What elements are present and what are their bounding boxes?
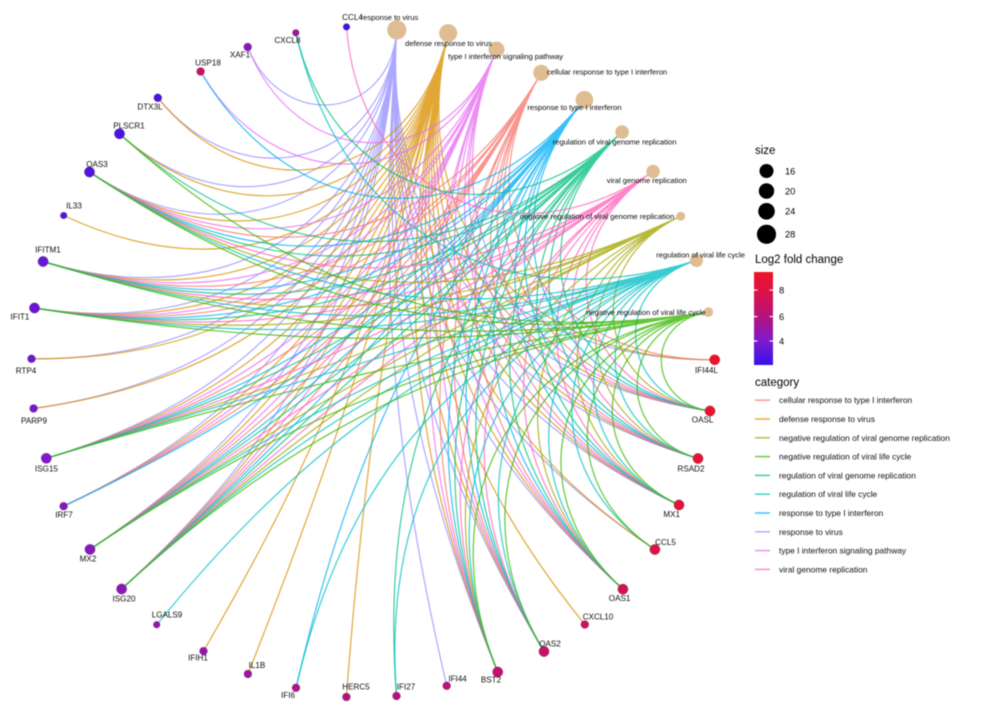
svg-text:type I interferon signaling pa: type I interferon signaling pathway bbox=[779, 546, 907, 556]
svg-text:negative regulation of viral l: negative regulation of viral life cycle bbox=[586, 308, 705, 317]
svg-text:viral genome replication: viral genome replication bbox=[607, 176, 687, 185]
svg-text:negative regulation of viral l: negative regulation of viral life cycle bbox=[779, 452, 912, 462]
svg-text:response to virus: response to virus bbox=[361, 13, 419, 22]
svg-text:regulation of viral genome rep: regulation of viral genome replication bbox=[779, 470, 916, 480]
svg-text:IL33: IL33 bbox=[66, 202, 82, 211]
svg-text:HERC5: HERC5 bbox=[342, 683, 370, 692]
svg-text:MX1: MX1 bbox=[663, 510, 680, 519]
svg-text:BST2: BST2 bbox=[481, 676, 502, 685]
svg-text:CCL5: CCL5 bbox=[655, 538, 676, 547]
svg-text:IFI44L: IFI44L bbox=[695, 366, 718, 375]
svg-text:category: category bbox=[755, 377, 799, 389]
svg-text:PLSCR1: PLSCR1 bbox=[113, 122, 145, 131]
svg-text:negative regulation of viral g: negative regulation of viral genome repl… bbox=[520, 212, 675, 221]
svg-text:CXCL8: CXCL8 bbox=[274, 36, 301, 45]
svg-text:USP18: USP18 bbox=[195, 59, 221, 68]
svg-text:response to virus: response to virus bbox=[779, 527, 843, 537]
svg-text:size: size bbox=[755, 145, 775, 157]
svg-text:DTX3L: DTX3L bbox=[137, 103, 163, 112]
svg-text:response to type I interferon: response to type I interferon bbox=[779, 508, 884, 518]
svg-text:OAS3: OAS3 bbox=[86, 160, 108, 169]
svg-text:16: 16 bbox=[785, 166, 795, 176]
svg-text:negative regulation of viral g: negative regulation of viral genome repl… bbox=[779, 433, 950, 443]
svg-text:IFI44: IFI44 bbox=[448, 675, 467, 684]
svg-text:IFIH1: IFIH1 bbox=[188, 653, 208, 662]
svg-text:IFI6: IFI6 bbox=[281, 691, 295, 700]
svg-text:MX2: MX2 bbox=[80, 555, 97, 564]
svg-text:24: 24 bbox=[785, 207, 795, 217]
svg-text:OASL: OASL bbox=[692, 416, 714, 425]
svg-text:IFIT1: IFIT1 bbox=[11, 313, 30, 322]
svg-text:8: 8 bbox=[779, 285, 784, 295]
svg-text:IFI27: IFI27 bbox=[397, 683, 416, 692]
svg-text:20: 20 bbox=[785, 186, 795, 196]
svg-text:cellular response to type I in: cellular response to type I interferon bbox=[547, 68, 667, 77]
svg-text:regulation of viral genome rep: regulation of viral genome replication bbox=[553, 138, 677, 147]
svg-text:RTP4: RTP4 bbox=[16, 367, 37, 376]
svg-text:IRF7: IRF7 bbox=[55, 510, 73, 519]
svg-text:IL1B: IL1B bbox=[249, 661, 266, 670]
svg-text:type I interferon signaling pa: type I interferon signaling pathway bbox=[448, 52, 563, 61]
svg-text:regulation of viral life cycle: regulation of viral life cycle bbox=[656, 251, 745, 260]
svg-text:cellular response to type I in: cellular response to type I interferon bbox=[779, 395, 912, 405]
svg-text:RSAD2: RSAD2 bbox=[678, 465, 705, 474]
svg-text:XAF1: XAF1 bbox=[230, 51, 251, 60]
svg-text:OAS2: OAS2 bbox=[539, 640, 561, 649]
svg-text:4: 4 bbox=[779, 336, 784, 346]
svg-text:defense response to virus: defense response to virus bbox=[779, 414, 875, 424]
svg-text:viral genome replication: viral genome replication bbox=[779, 564, 868, 574]
svg-text:IFITM1: IFITM1 bbox=[35, 246, 61, 255]
svg-text:CCL4: CCL4 bbox=[342, 13, 363, 22]
svg-text:LGALS9: LGALS9 bbox=[152, 611, 183, 620]
svg-text:ISG15: ISG15 bbox=[35, 465, 58, 474]
svg-text:response to type I interferon: response to type I interferon bbox=[527, 103, 621, 112]
svg-text:OAS1: OAS1 bbox=[609, 594, 631, 603]
svg-text:ISG20: ISG20 bbox=[113, 594, 136, 603]
svg-text:CXCL10: CXCL10 bbox=[583, 613, 614, 622]
svg-text:regulation of viral life cycle: regulation of viral life cycle bbox=[779, 489, 878, 499]
svg-text:28: 28 bbox=[785, 230, 795, 240]
svg-text:6: 6 bbox=[779, 312, 784, 322]
svg-text:Log2 fold change: Log2 fold change bbox=[755, 254, 843, 266]
svg-text:PARP9: PARP9 bbox=[21, 416, 47, 425]
svg-text:defense response to virus: defense response to virus bbox=[405, 39, 492, 48]
